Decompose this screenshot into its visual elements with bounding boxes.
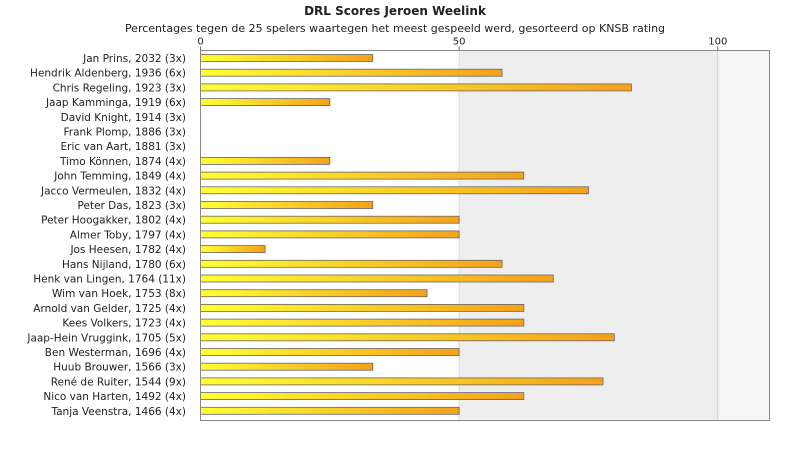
bar [200,201,374,209]
plot-frame [200,50,770,421]
category-label: Eric van Aart, 1881 (3x) [61,141,187,153]
bar [200,156,331,165]
bar [200,303,525,312]
bar [200,54,374,62]
category-label: Wim van Hoek, 1753 (8x) [52,288,186,300]
bar [200,289,428,298]
x-tick-label: 100 [708,37,727,48]
x-tick-label: 50 [453,37,466,48]
bar [200,98,331,106]
category-label: Huub Brouwer, 1566 (3x) [53,362,186,374]
category-labels: Jan Prins, 2032 (3x) Hendrik Aldenberg, 1… [26,53,186,418]
category-label: Nico van Harten, 1492 (4x) [43,391,186,403]
category-label: Hans Nijland, 1780 (6x) [62,259,186,271]
category-label: Peter Das, 1823 (3x) [78,200,186,212]
bar [200,348,460,356]
bar [200,171,525,180]
category-label: Henk van Lingen, 1764 (11x) [33,274,186,286]
bar [200,215,460,224]
bar [200,274,554,283]
category-label: Jacco Vermeulen, 1832 (4x) [40,185,186,197]
category-label: Arnold van Gelder, 1725 (4x) [33,303,186,315]
bar [200,230,460,239]
category-label: Tanja Veenstra, 1466 (4x) [50,406,186,418]
x-tick-label: 0 [197,37,203,48]
category-label: Jos Heesen, 1782 (4x) [69,244,186,256]
category-label: Jaap Kamminga, 1919 (6x) [45,97,186,109]
category-label: Ben Westerman, 1696 (4x) [45,347,186,359]
bar [200,333,615,342]
plot-band-100-plus [717,50,770,421]
chart-title: DRL Scores Jeroen Weelink [304,4,486,18]
bar [200,318,525,327]
plot-area [200,50,770,421]
category-label: John Temming, 1849 (4x) [53,171,186,183]
category-label: Timo Können, 1874 (4x) [59,156,186,168]
category-label: Frank Plomp, 1886 (3x) [64,127,187,139]
x-axis-ticks: 0 50 100 [197,37,727,51]
bar [200,362,374,371]
chart-subtitle: Percentages tegen de 25 spelers waartege… [124,22,666,35]
plot-band-50-100 [459,50,718,421]
bar [200,83,632,92]
category-label: Almer Toby, 1797 (4x) [70,229,186,241]
bar [200,245,266,254]
category-label: Jan Prins, 2032 (3x) [82,53,186,65]
category-label: Kees Volkers, 1723 (4x) [62,318,186,330]
bar [200,186,589,195]
category-label: Hendrik Aldenberg, 1936 (6x) [30,68,186,80]
bar [200,259,503,268]
bar [200,377,604,386]
bar [200,406,460,415]
category-label: Peter Hoogakker, 1802 (4x) [41,215,186,227]
category-label: Chris Regeling, 1923 (3x) [53,82,186,94]
bar [200,392,525,401]
category-label: René de Ruiter, 1544 (9x) [51,376,186,388]
category-label: Jaap-Hein Vruggink, 1705 (5x) [26,332,186,344]
bar [200,68,503,77]
category-label: David Knight, 1914 (3x) [61,112,186,124]
